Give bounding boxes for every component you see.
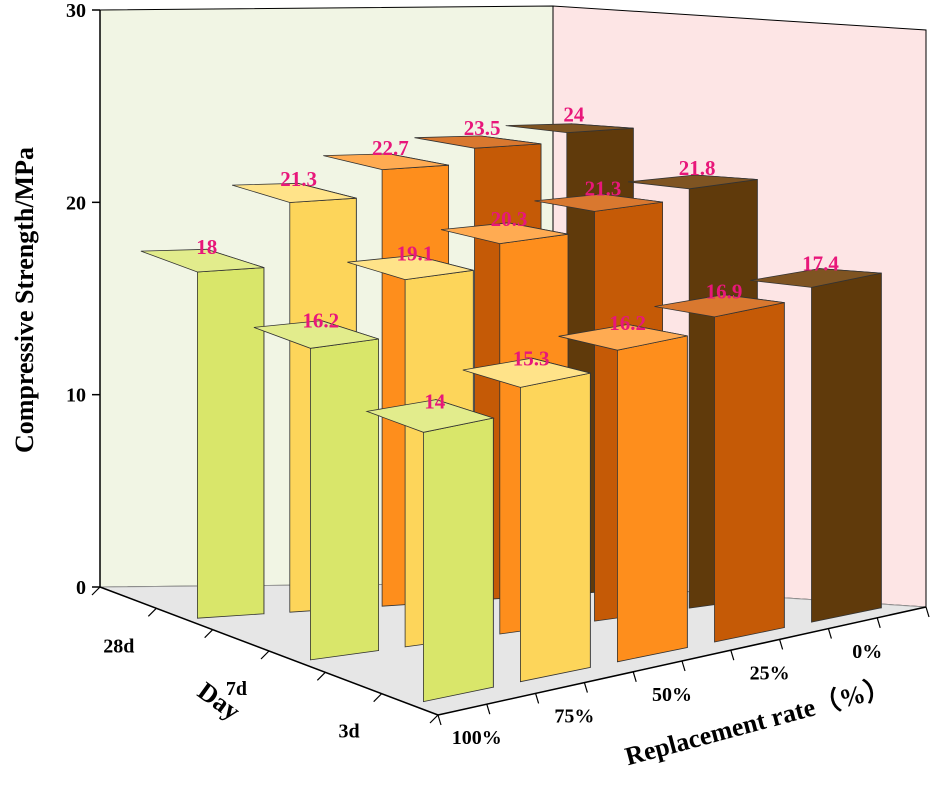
bar-front-face bbox=[617, 335, 688, 663]
bar-value-label: 20.3 bbox=[491, 207, 528, 231]
x-tick-label: 0% bbox=[852, 641, 882, 663]
bar-top-face bbox=[347, 254, 474, 281]
z-tick-label: 30 bbox=[66, 0, 86, 22]
bar-28d-100% bbox=[140, 248, 265, 619]
y-tick-mark bbox=[147, 607, 157, 617]
bar-top-face bbox=[440, 222, 569, 245]
bar-value-label: 21.3 bbox=[280, 167, 317, 191]
y-tick-label: 7d bbox=[226, 678, 247, 700]
bar-value-label: 22.7 bbox=[372, 136, 409, 160]
x-tick-mark bbox=[827, 628, 832, 639]
bar-value-label: 24 bbox=[563, 102, 585, 126]
bar-3d-75% bbox=[462, 357, 591, 683]
chart-bars bbox=[140, 123, 882, 703]
bar-top-face bbox=[365, 399, 495, 433]
bar-front-face bbox=[196, 267, 265, 619]
x-tick-mark bbox=[486, 704, 491, 715]
bar-front-face bbox=[309, 338, 380, 661]
x-tick-mark bbox=[925, 606, 930, 618]
bar-top-face bbox=[253, 320, 379, 349]
bar-3d-100% bbox=[365, 399, 495, 703]
bar-value-label: 14 bbox=[424, 389, 446, 413]
x-tick-label: 25% bbox=[750, 662, 790, 684]
x-tick-mark bbox=[730, 650, 735, 661]
x-tick-label: 50% bbox=[652, 684, 692, 706]
y-tick-mark bbox=[316, 671, 326, 681]
bar-top-face bbox=[462, 357, 591, 388]
bar-value-label: 15.3 bbox=[513, 346, 550, 370]
bar-top-face bbox=[231, 182, 357, 203]
bar-front-face bbox=[714, 302, 785, 643]
bar-top-face bbox=[534, 193, 663, 212]
chart-labels: 18 21.3 22.7 23.5 24 16.2 19.1 20.3 21.3 21.8 14 15… bbox=[196, 102, 839, 413]
bar-value-label: 16.2 bbox=[609, 311, 646, 335]
x-tick-mark bbox=[437, 714, 442, 726]
x-tick-mark bbox=[681, 660, 686, 672]
x-tick-mark bbox=[632, 671, 637, 682]
y-tick-label: 3d bbox=[339, 721, 360, 743]
bar-value-label: 17.4 bbox=[802, 252, 839, 276]
bar-value-label: 16.2 bbox=[302, 308, 339, 332]
bar-front-face bbox=[520, 372, 591, 683]
bar-value-label: 21.3 bbox=[585, 177, 622, 201]
x-tick-label: 100% bbox=[452, 727, 502, 749]
bar-value-label: 16.9 bbox=[706, 279, 743, 303]
z-axis-title: Compressive Strength/MPa bbox=[10, 147, 39, 453]
bar-3d-0% bbox=[750, 268, 882, 623]
y-tick-mark bbox=[91, 586, 101, 596]
bar-3d-25% bbox=[654, 294, 785, 643]
bar-top-face bbox=[140, 248, 265, 273]
bar-value-label: 23.5 bbox=[464, 116, 501, 140]
bar-top-face bbox=[627, 174, 758, 190]
x-tick-mark bbox=[876, 617, 881, 628]
bar-top-face bbox=[505, 123, 634, 134]
x-tick-mark bbox=[535, 693, 540, 704]
bar-top-face bbox=[654, 294, 785, 318]
y-tick-mark bbox=[204, 629, 214, 639]
chart-axes: 0 10 20 30 28d 7d 3d 100% 75% 50% 25% 0% bbox=[66, 0, 930, 749]
bar-value-label: 18 bbox=[196, 235, 217, 259]
bar-value-label: 21.8 bbox=[679, 156, 716, 180]
bar-value-label: 19.1 bbox=[396, 241, 433, 265]
x-tick-mark bbox=[583, 682, 588, 693]
y-tick-label: 28d bbox=[103, 635, 134, 657]
z-tick-label: 0 bbox=[76, 577, 86, 599]
x-tick-mark bbox=[779, 639, 784, 650]
bar-top-face bbox=[558, 324, 688, 351]
bar-top-face bbox=[414, 135, 542, 149]
x-tick-label: 75% bbox=[554, 706, 594, 728]
bar-front-face bbox=[422, 417, 494, 703]
bar-3d-50% bbox=[558, 324, 688, 663]
y-tick-mark bbox=[429, 714, 439, 724]
z-tick-label: 10 bbox=[66, 385, 86, 407]
y-tick-mark bbox=[260, 650, 270, 660]
bar-7d-100% bbox=[253, 320, 380, 661]
bar-front-face bbox=[811, 272, 882, 623]
y-tick-mark bbox=[373, 693, 383, 703]
z-tick-label: 20 bbox=[66, 192, 86, 214]
bar-top-face bbox=[750, 268, 882, 288]
bar-top-face bbox=[323, 153, 449, 171]
